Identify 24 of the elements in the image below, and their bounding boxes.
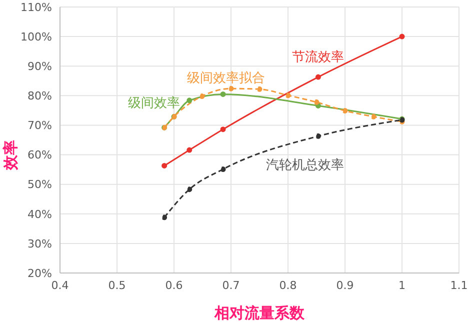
x-tick-label: 0.6 <box>165 278 183 292</box>
x-tick-label: 0.5 <box>108 278 126 292</box>
y-axis-title: 效率 <box>1 140 20 171</box>
x-tick-label: 0.4 <box>51 278 69 292</box>
y-tick-label: 70% <box>28 119 52 132</box>
x-axis-title: 相对流量系数 <box>214 304 306 322</box>
series-label: 节流效率 <box>292 49 344 66</box>
x-tick-label: 0.7 <box>222 278 240 292</box>
series-label: 级间效率 <box>128 95 180 112</box>
y-tick-label: 20% <box>28 266 52 280</box>
y-tick-label: 90% <box>28 60 52 74</box>
series-label: 级间效率拟合 <box>187 70 265 87</box>
x-tick-label: 0.8 <box>279 278 297 292</box>
y-tick-label: 80% <box>28 90 52 103</box>
x-tick-label: 1.1 <box>450 278 468 292</box>
series-label: 汽轮机总效率 <box>266 157 344 174</box>
x-tick-label: 0.9 <box>336 278 354 292</box>
y-tick-label: 100% <box>20 30 52 44</box>
y-tick-label: 40% <box>28 208 52 221</box>
y-tick-label: 30% <box>28 237 52 250</box>
x-tick-label: 1 <box>398 278 406 292</box>
y-tick-label: 60% <box>28 148 52 162</box>
y-tick-label: 50% <box>28 178 52 192</box>
y-tick-label: 110% <box>20 0 52 14</box>
